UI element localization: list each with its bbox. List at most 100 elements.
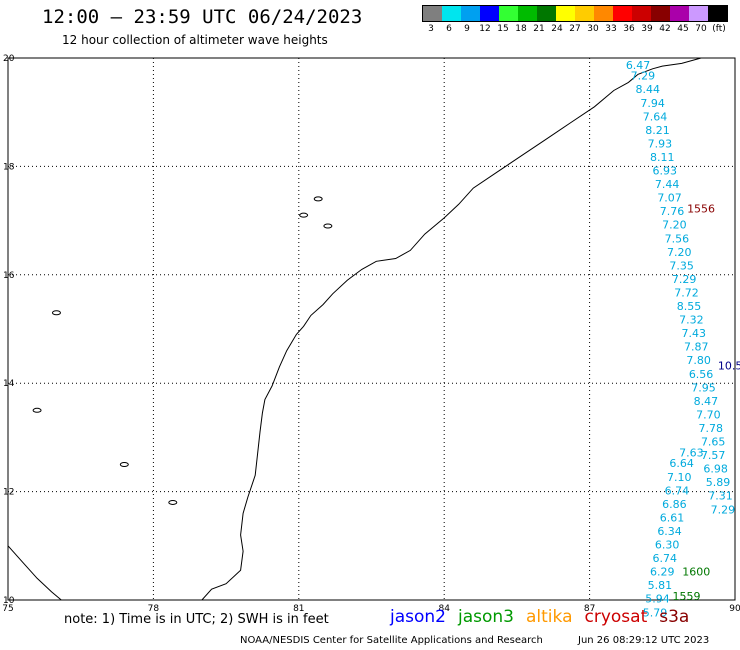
legend-swatch [708, 6, 727, 21]
island-outline [168, 499, 178, 505]
swh-value-label: 1600 [682, 566, 710, 579]
legend-label: 36 [623, 24, 635, 34]
legend-label: 9 [464, 24, 470, 34]
legend-label: 6 [446, 24, 452, 34]
lon-tick-label: 81 [293, 604, 304, 614]
swh-value-label: 7.56 [665, 232, 690, 245]
swh-value-label: 7.10 [667, 471, 692, 484]
legend-swatch [442, 6, 461, 21]
swh-value-label: 1559 [673, 590, 701, 603]
island-outline [299, 212, 309, 218]
island-outline [313, 196, 323, 202]
legend-label: 33 [605, 24, 617, 34]
map-frame [7, 57, 736, 601]
swh-value-label: 6.93 [652, 165, 677, 178]
legend-label: 39 [641, 24, 653, 34]
swh-value-label: 6.61 [660, 511, 685, 524]
swh-value-label: 7.63 [679, 446, 704, 459]
legend-swatch [518, 6, 537, 21]
legend-swatch [613, 6, 632, 21]
satellite-s3a: s3a [659, 607, 690, 627]
swh-value-label: 6.29 [650, 566, 675, 579]
legend-swatch [480, 6, 499, 21]
swh-value-label: 7.94 [640, 97, 665, 110]
legend-unit: (ft) [712, 24, 726, 34]
swh-value-label: 7.95 [691, 381, 716, 394]
lat-tick-label: 20 [3, 54, 15, 64]
swh-value-label: 7.20 [662, 219, 687, 232]
swh-value-label: 7.65 [701, 436, 726, 449]
legend-labels: 3 6 9 12 15 18 21 24 27 30 33 36 39 42 45 70 (ft) [422, 24, 728, 34]
lat-tick-label: 16 [3, 271, 15, 281]
satellite-cryosat: cryosat [584, 607, 648, 627]
legend-swatch [499, 6, 518, 21]
legend-swatch [461, 6, 480, 21]
swh-value-label: 7.07 [657, 192, 682, 205]
lon-tick-label: 90 [729, 604, 740, 614]
swh-value-label: 7.64 [643, 110, 668, 123]
lon-tick-label: 84 [438, 604, 450, 614]
swh-value-label: 5.94 [645, 593, 670, 606]
legend-swatch [423, 6, 442, 21]
swh-value-label: 5.89 [706, 476, 731, 489]
swh-value-label: 8.21 [645, 124, 670, 137]
legend-label: 30 [587, 24, 599, 34]
swh-value-label: 7.29 [672, 273, 697, 286]
lon-tick-label: 78 [148, 604, 160, 614]
swh-value-label: 6.86 [662, 498, 687, 511]
swh-value-label: 7.44 [655, 178, 680, 191]
legend-swatch [575, 6, 594, 21]
island-outline [119, 462, 129, 467]
lat-tick-label: 18 [3, 162, 15, 172]
west-coastline [7, 545, 62, 601]
legend-label: 24 [551, 24, 563, 34]
swh-value-label: 7.80 [686, 354, 711, 367]
legend-label: 27 [569, 24, 581, 34]
lat-tick-label: 10 [3, 596, 15, 606]
swh-value-label: 6.47 [626, 59, 651, 72]
footer-timestamp: Jun 26 08:29:12 UTC 2023 [578, 635, 710, 646]
legend-label: 42 [659, 24, 671, 34]
legend-color-bar [422, 5, 728, 22]
swh-value-label: 7.29 [711, 503, 736, 516]
swh-value-label: 7.70 [696, 408, 721, 421]
legend-swatch [689, 6, 708, 21]
swh-value-label: 5.79 [643, 606, 668, 619]
swh-value-label: 6.30 [655, 539, 680, 552]
swh-value-label: 6.74 [652, 552, 677, 565]
footer-credit: NOAA/NESDIS Center for Satellite Applica… [240, 635, 543, 646]
swh-value-label: 8.11 [650, 151, 675, 164]
swh-value-label: 8.55 [677, 300, 702, 313]
legend-label: 15 [497, 24, 509, 34]
swh-value-label: 8.44 [636, 83, 661, 96]
legend-swatch [556, 6, 575, 21]
india-east-coastline [201, 57, 702, 601]
swh-value-label: 6.34 [657, 525, 682, 538]
swh-value-label: 8.47 [694, 395, 719, 408]
map-title: 12:00 – 23:59 UTC 06/24/2023 [42, 6, 363, 28]
legend-label: 18 [515, 24, 527, 34]
map-subtitle: 12 hour collection of altimeter wave hei… [62, 33, 328, 47]
legend-label: 12 [479, 24, 491, 34]
swh-value-label: 6.98 [703, 463, 728, 476]
legend-swatch [632, 6, 651, 21]
swh-value-label: 10.5 [718, 360, 740, 373]
satellite-jason2: jason2 [390, 607, 446, 627]
satellite-jason3: jason3 [458, 607, 514, 627]
swh-value-label: 7.93 [648, 137, 673, 150]
swh-value-label: 7.32 [679, 314, 704, 327]
lat-tick-label: 14 [3, 379, 15, 389]
island-outline [323, 223, 333, 229]
lon-tick-label: 87 [584, 604, 595, 614]
legend-label: 21 [533, 24, 545, 34]
island-outline [51, 310, 61, 316]
lat-tick-label: 12 [3, 488, 14, 498]
legend-swatch [670, 6, 689, 21]
swh-value-label: 5.81 [648, 579, 673, 592]
legend-swatch [594, 6, 613, 21]
footer-note: note: 1) Time is in UTC; 2) SWH is in fe… [64, 612, 329, 627]
swh-value-label: 7.20 [667, 246, 692, 259]
swh-value-label: 6.74 [665, 484, 690, 497]
swh-value-label: 7.43 [682, 327, 707, 340]
